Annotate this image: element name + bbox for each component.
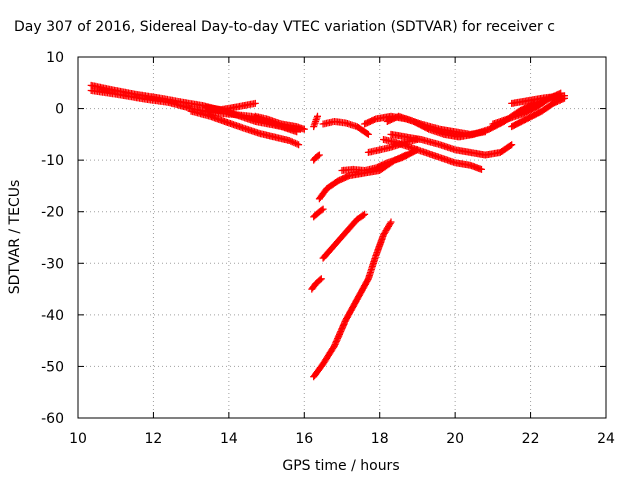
data-point <box>319 210 369 262</box>
y-tick-label: -10 <box>41 153 64 169</box>
data-point <box>319 118 372 138</box>
y-tick-label: -60 <box>41 411 64 427</box>
series-points <box>319 118 372 138</box>
x-tick-label: 14 <box>220 431 238 447</box>
data-point <box>387 130 516 159</box>
y-tick-label: 0 <box>55 102 64 118</box>
x-tick-label: 18 <box>371 431 389 447</box>
x-tick-label: 24 <box>597 431 615 447</box>
x-tick-label: 22 <box>522 431 540 447</box>
data-point <box>202 99 259 114</box>
series-points <box>202 99 259 114</box>
series-points <box>310 218 395 381</box>
series-points <box>380 136 485 173</box>
y-tick-label: -40 <box>41 308 64 324</box>
x-tick-label: 10 <box>69 431 87 447</box>
data-point <box>308 275 325 293</box>
data-point <box>338 146 421 174</box>
y-axis-label: SDTVAR / TECUs <box>7 180 23 295</box>
data-point <box>361 112 489 138</box>
x-tick-label: 12 <box>145 431 163 447</box>
data-point <box>310 151 323 164</box>
data-point <box>251 112 308 133</box>
y-tick-label: -20 <box>41 205 64 221</box>
data-point <box>310 112 321 131</box>
x-tick-label: 16 <box>295 431 313 447</box>
series-points <box>310 112 321 131</box>
series-points <box>508 94 568 131</box>
series-points <box>187 107 303 149</box>
series-points <box>387 130 516 159</box>
series-points <box>338 146 421 174</box>
series-points <box>361 112 489 138</box>
x-tick-label: 20 <box>446 431 464 447</box>
y-tick-label: 10 <box>46 50 64 66</box>
plot-frame <box>77 56 607 419</box>
data-point <box>508 94 568 131</box>
data-point <box>310 218 395 381</box>
y-tick-label: -50 <box>41 359 64 375</box>
data-point <box>380 136 485 173</box>
series-points <box>310 205 327 221</box>
series-points <box>308 275 325 293</box>
series-points <box>251 112 308 133</box>
series-points <box>508 92 565 107</box>
axis-ticks: 10 12 14 16 18 20 22 24 10 0 -10 -20 -30 -40 -50 -60 <box>41 50 615 447</box>
data-points <box>87 81 568 381</box>
x-axis-label: GPS time / hours <box>282 458 399 474</box>
data-point <box>508 92 565 107</box>
series-points <box>310 151 323 164</box>
data-point <box>310 205 327 221</box>
y-tick-label: -30 <box>41 256 64 272</box>
data-point <box>187 107 303 149</box>
series-points <box>319 210 369 262</box>
chart-title: Day 307 of 2016, Sidereal Day-to-day VTE… <box>14 19 555 35</box>
